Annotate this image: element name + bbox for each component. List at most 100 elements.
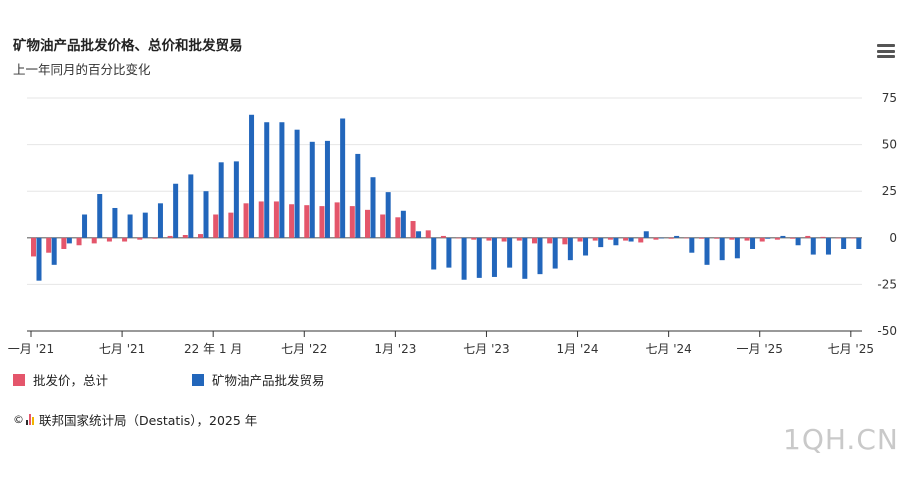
bar-mineral-oil-trade bbox=[446, 237, 452, 268]
bar-wholesale-price bbox=[850, 237, 856, 239]
x-tick-label: 七月 '25 bbox=[828, 342, 874, 356]
legend-item-mineral-oil-trade[interactable]: 矿物油产品批发贸易 bbox=[192, 370, 325, 389]
bar-mineral-oil-trade bbox=[734, 237, 740, 259]
y-tick-label: 75 bbox=[882, 91, 897, 105]
bar-wholesale-price bbox=[607, 237, 613, 240]
bar-wholesale-price bbox=[683, 237, 689, 239]
bar-mineral-oil-trade bbox=[795, 237, 801, 246]
bar-mineral-oil-trade bbox=[719, 237, 725, 261]
bar-wholesale-price bbox=[547, 237, 553, 244]
bar-wholesale-price bbox=[668, 237, 674, 239]
bar-wholesale-price bbox=[774, 237, 780, 240]
bar-mineral-oil-trade bbox=[750, 237, 756, 249]
source-text: 联邦国家统计局（Destatis），2025 年 bbox=[39, 413, 258, 428]
bar-wholesale-price bbox=[471, 237, 477, 240]
bar-wholesale-price bbox=[31, 237, 36, 257]
chart-subtitle: 上一年同月的百分比变化 bbox=[13, 62, 151, 77]
bar-wholesale-price bbox=[562, 237, 568, 245]
x-tick-label: 七月 '24 bbox=[645, 342, 691, 356]
bar-mineral-oil-trade bbox=[507, 237, 513, 268]
destatis-logo-icon bbox=[26, 414, 34, 425]
bar-wholesale-price bbox=[380, 214, 386, 238]
bar-mineral-oil-trade bbox=[264, 122, 270, 238]
x-tick-label: 1月 '23 bbox=[374, 342, 416, 356]
menu-line bbox=[877, 44, 895, 47]
copyright-icon: © bbox=[13, 413, 24, 426]
bar-wholesale-price bbox=[61, 237, 67, 249]
chart-title: 矿物油产品批发价格、总价和批发贸易 bbox=[13, 38, 243, 54]
bar-mineral-oil-trade bbox=[355, 153, 361, 238]
bar-mineral-oil-trade bbox=[416, 231, 422, 238]
bar-wholesale-price bbox=[729, 237, 735, 240]
menu-line bbox=[877, 55, 895, 58]
bar-wholesale-price bbox=[273, 201, 279, 238]
bar-wholesale-price bbox=[243, 203, 249, 238]
bar-chart: 75 50 25 0 -25 -50 一月 '21 七月 '21 22 年 1 月 七月 '22 1… bbox=[8, 91, 897, 356]
bar-mineral-oil-trade bbox=[36, 237, 42, 281]
y-tick-label: 0 bbox=[889, 231, 897, 245]
bar-wholesale-price bbox=[410, 221, 416, 238]
x-tick-label: 22 年 1 月 bbox=[184, 342, 242, 356]
bar-mineral-oil-trade bbox=[552, 237, 558, 269]
bar-mineral-oil-trade bbox=[370, 177, 376, 238]
bar-wholesale-price bbox=[835, 237, 841, 239]
bar-mineral-oil-trade bbox=[142, 212, 148, 238]
bar-mineral-oil-trade bbox=[491, 237, 497, 277]
bar-mineral-oil-trade bbox=[97, 193, 103, 238]
bar-wholesale-price bbox=[319, 206, 325, 238]
bar-mineral-oil-trade bbox=[841, 237, 847, 249]
legend-swatch bbox=[192, 373, 204, 386]
y-tick-label: -25 bbox=[877, 277, 897, 291]
bar-wholesale-price bbox=[213, 214, 219, 238]
bar-mineral-oil-trade bbox=[658, 237, 664, 239]
bar-mineral-oil-trade bbox=[780, 235, 786, 238]
bar-wholesale-price bbox=[744, 237, 750, 241]
bar-mineral-oil-trade bbox=[385, 192, 391, 238]
bar-mineral-oil-trade bbox=[643, 231, 649, 238]
legend-label: 批发价，总计 bbox=[33, 373, 109, 388]
x-tick-label: 七月 '22 bbox=[281, 342, 327, 356]
y-tick-label: -50 bbox=[877, 324, 897, 338]
bar-mineral-oil-trade bbox=[233, 161, 239, 238]
bar-mineral-oil-trade bbox=[294, 129, 300, 238]
bar-mineral-oil-trade bbox=[476, 237, 482, 278]
bar-wholesale-price bbox=[91, 237, 97, 244]
bar-wholesale-price bbox=[198, 234, 203, 238]
x-tick-label: 七月 '23 bbox=[463, 342, 509, 356]
bar-mineral-oil-trade bbox=[279, 122, 285, 238]
bar-wholesale-price bbox=[122, 237, 128, 242]
bar-mineral-oil-trade bbox=[674, 235, 680, 238]
bar-mineral-oil-trade bbox=[203, 191, 209, 238]
bar-mineral-oil-trade bbox=[66, 237, 72, 244]
bar-wholesale-price bbox=[334, 202, 340, 238]
bar-mineral-oil-trade bbox=[400, 210, 406, 238]
bar-mineral-oil-trade bbox=[249, 114, 255, 238]
bar-mineral-oil-trade bbox=[157, 203, 163, 238]
bar-mineral-oil-trade bbox=[567, 237, 573, 261]
bar-mineral-oil-trade bbox=[522, 237, 528, 279]
menu-line bbox=[877, 49, 895, 53]
legend-label: 矿物油产品批发贸易 bbox=[212, 373, 325, 388]
bar-wholesale-price bbox=[365, 209, 370, 238]
bar-mineral-oil-trade bbox=[628, 237, 634, 242]
bar-wholesale-price bbox=[805, 235, 811, 238]
bar-wholesale-price bbox=[440, 235, 446, 238]
legend-item-wholesale-price[interactable]: 批发价，总计 bbox=[13, 370, 108, 389]
bar-wholesale-price bbox=[395, 217, 401, 238]
bar-wholesale-price bbox=[820, 236, 826, 238]
bar-wholesale-price bbox=[653, 237, 659, 240]
hamburger-menu-icon[interactable] bbox=[877, 44, 895, 60]
bar-wholesale-price bbox=[425, 230, 431, 238]
bar-wholesale-price bbox=[501, 237, 507, 242]
bar-mineral-oil-trade bbox=[324, 140, 330, 238]
bar-mineral-oil-trade bbox=[598, 237, 604, 248]
bar-mineral-oil-trade bbox=[218, 162, 224, 238]
bar-wholesale-price bbox=[759, 237, 765, 242]
bar-wholesale-price bbox=[532, 237, 537, 244]
bar-mineral-oil-trade bbox=[810, 237, 816, 255]
watermark: 1QH.CN bbox=[783, 423, 899, 456]
bar-wholesale-price bbox=[623, 237, 629, 241]
bar-wholesale-price bbox=[638, 237, 644, 243]
bar-wholesale-price bbox=[182, 235, 188, 238]
bar-mineral-oil-trade bbox=[127, 214, 133, 238]
